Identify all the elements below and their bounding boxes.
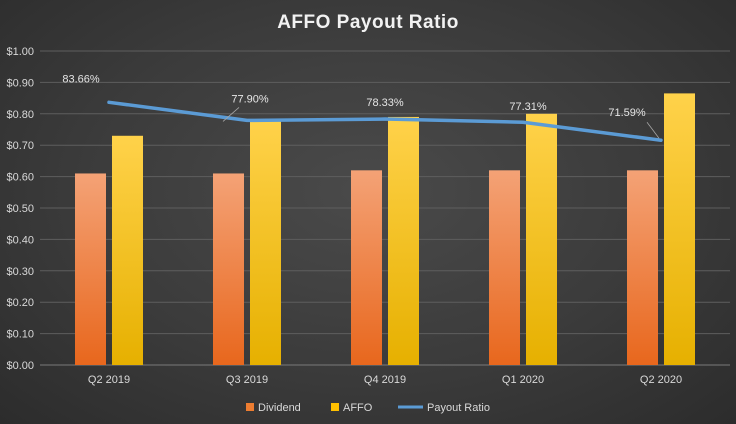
- affo-bar: [112, 135, 143, 365]
- x-tick-label: Q1 2020: [502, 374, 544, 386]
- legend-swatch-affo: [331, 403, 339, 411]
- x-tick-label: Q2 2019: [88, 374, 130, 386]
- legend: Dividend AFFO Payout Ratio: [246, 402, 490, 414]
- payout-ratio-label: 78.33%: [366, 97, 404, 109]
- dividend-bar: [627, 170, 658, 365]
- legend-item-affo: AFFO: [331, 402, 373, 414]
- chart-title: AFFO Payout Ratio: [277, 12, 459, 33]
- dividend-bar: [489, 170, 520, 365]
- y-tick-label: $1.00: [6, 46, 34, 58]
- y-tick-label: $0.70: [6, 140, 34, 152]
- x-tick-label: Q2 2020: [640, 374, 682, 386]
- affo-bar: [388, 116, 419, 365]
- payout-ratio-label: 71.59%: [608, 107, 646, 119]
- y-tick-label: $0.50: [6, 203, 34, 215]
- legend-item-payout-ratio: Payout Ratio: [398, 402, 490, 414]
- bars-layer: [75, 93, 695, 365]
- affo-bar: [250, 120, 281, 365]
- data-label-leader: [646, 121, 660, 139]
- x-axis: Q2 2019 Q3 2019 Q4 2019 Q1 2020 Q2 2020: [88, 374, 682, 386]
- legend-item-dividend: Dividend: [246, 402, 301, 414]
- y-tick-label: $0.90: [6, 77, 34, 89]
- y-tick-label: $0.00: [6, 360, 34, 372]
- y-tick-label: $0.30: [6, 266, 34, 278]
- payout-ratio-label: 77.31%: [509, 101, 547, 113]
- dividend-bar: [75, 173, 106, 365]
- legend-label-affo: AFFO: [343, 402, 373, 414]
- affo-bar: [526, 113, 557, 365]
- payout-ratio-label: 77.90%: [231, 93, 269, 105]
- dividend-bar: [351, 170, 382, 365]
- payout-ratio-line: [107, 100, 663, 142]
- grid-layer: [40, 50, 730, 366]
- x-tick-label: Q3 2019: [226, 374, 268, 386]
- payout-ratio-label: 83.66%: [62, 73, 100, 85]
- y-tick-label: $0.60: [6, 172, 34, 184]
- legend-label-payout-ratio: Payout Ratio: [427, 402, 490, 414]
- dividend-bar: [213, 173, 244, 365]
- y-tick-label: $0.40: [6, 234, 34, 246]
- y-tick-label: $0.80: [6, 109, 34, 121]
- y-tick-label: $0.10: [6, 329, 34, 341]
- legend-swatch-dividend: [246, 403, 254, 411]
- data-label-leader: [222, 107, 240, 122]
- x-tick-label: Q4 2019: [364, 374, 406, 386]
- y-axis: $0.00 $0.10 $0.20 $0.30 $0.40 $0.50 $0.60 $0.70…: [6, 46, 34, 372]
- affo-bar: [664, 93, 695, 365]
- legend-label-dividend: Dividend: [258, 402, 301, 414]
- y-tick-label: $0.20: [6, 297, 34, 309]
- payout-ratio-layer: 83.66% 77.90% 78.33% 77.31% 71.59%: [62, 73, 663, 142]
